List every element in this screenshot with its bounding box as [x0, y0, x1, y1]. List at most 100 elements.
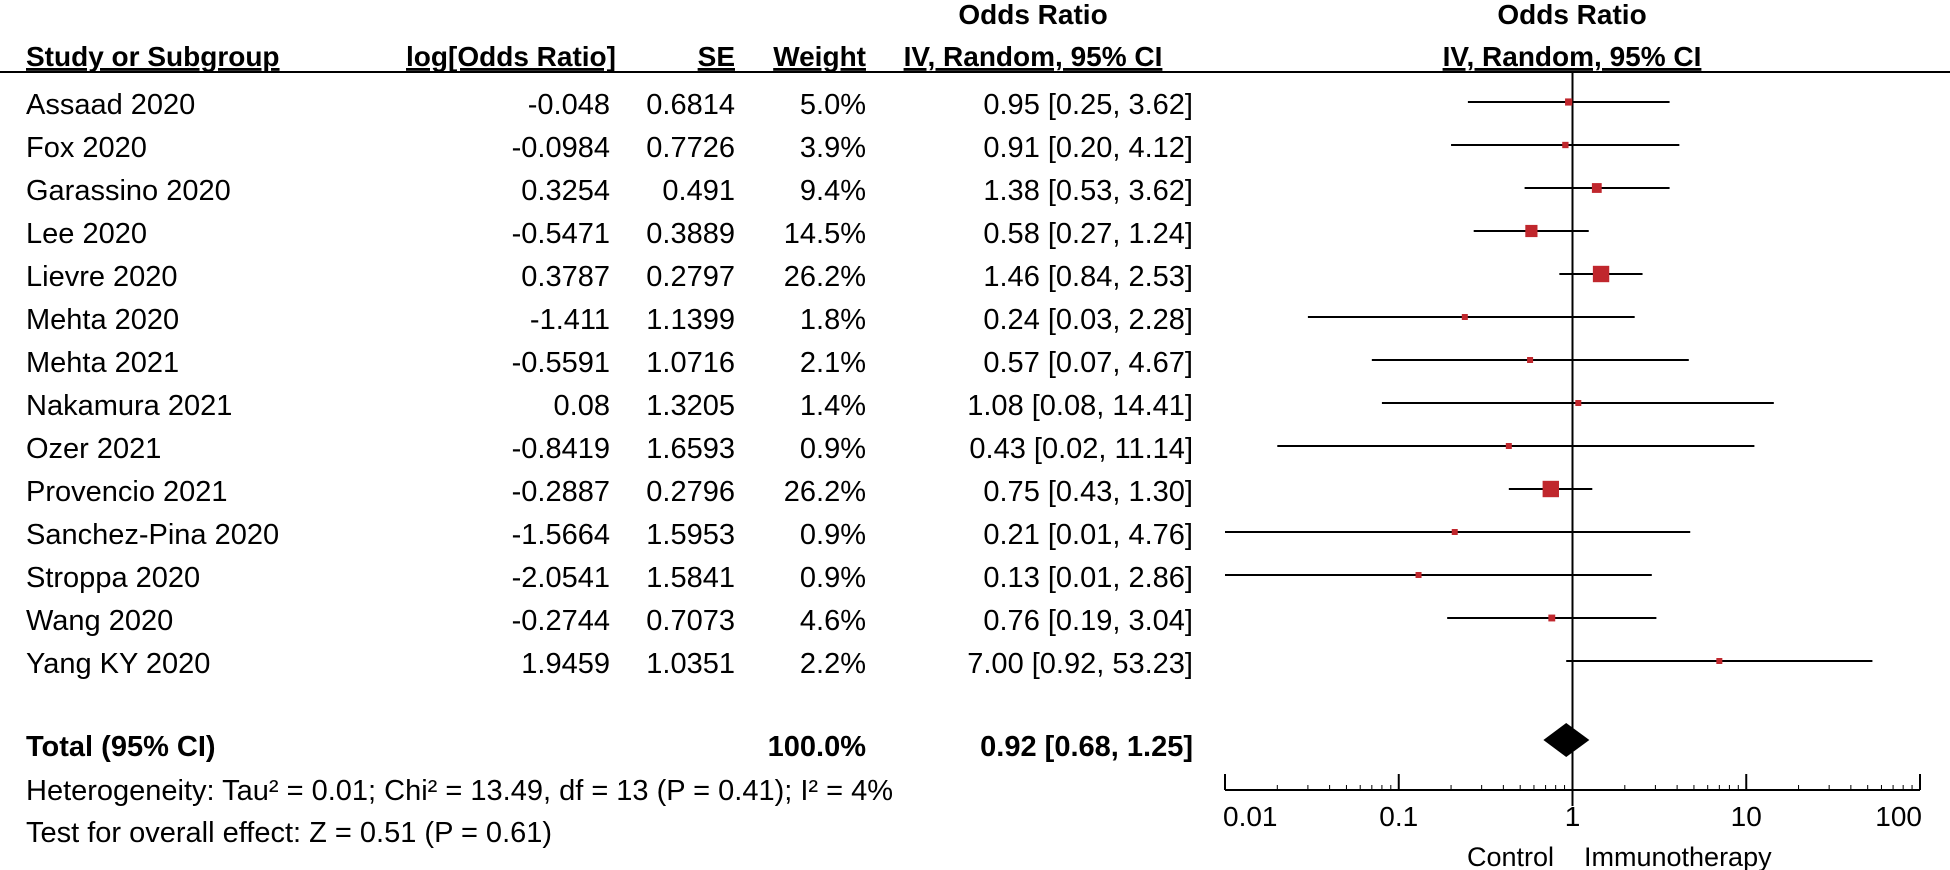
standard-error: 0.2797	[646, 261, 735, 293]
study-rows: Assaad 2020 -0.048 0.6814 5.0% 0.95 [0.25, 3…	[26, 89, 1193, 680]
table-row: Lee 2020 -0.5471 0.3889 14.5% 0.58 [0.27, 1.…	[26, 218, 1193, 250]
study-square	[1527, 357, 1534, 363]
log-odds-ratio: 0.3787	[521, 261, 610, 293]
study-name: Mehta 2020	[26, 304, 179, 336]
table-row: Yang KY 2020 1.9459 1.0351 2.2% 7.00 [0.92, …	[26, 648, 1193, 680]
log-odds-ratio: -0.2887	[512, 476, 610, 508]
header-log-odds-ratio: log[Odds Ratio]	[406, 41, 616, 72]
study-name: Provencio 2021	[26, 476, 228, 508]
standard-error: 1.0716	[646, 347, 735, 379]
table-row: Nakamura 2021 0.08 1.3205 1.4% 1.08 [0.08, 1…	[26, 390, 1193, 422]
standard-error: 1.3205	[646, 390, 735, 422]
log-odds-ratio: -1.411	[530, 304, 610, 336]
study-name: Assaad 2020	[26, 89, 195, 121]
study-name: Nakamura 2021	[26, 390, 232, 422]
table-row: Lievre 2020 0.3787 0.2797 26.2% 1.46 [0.84, …	[26, 261, 1193, 293]
study-name: Wang 2020	[26, 605, 173, 637]
table-row: Mehta 2020 -1.411 1.1399 1.8% 0.24 [0.03, 2.…	[26, 304, 1193, 336]
total-label: Total (95% CI)	[26, 731, 216, 763]
odds-ratio-ci: 1.08 [0.08, 14.41]	[967, 390, 1193, 422]
odds-ratio-ci: 7.00 [0.92, 53.23]	[967, 648, 1193, 680]
weight-value: 1.4%	[800, 390, 866, 422]
standard-error: 1.0351	[646, 648, 735, 680]
weight-value: 9.4%	[800, 175, 866, 207]
favours-control-label: Control	[1467, 842, 1554, 870]
odds-ratio-ci: 0.76 [0.19, 3.04]	[983, 605, 1193, 637]
standard-error: 0.3889	[646, 218, 735, 250]
log-odds-ratio: 0.3254	[521, 175, 610, 207]
study-square	[1591, 183, 1602, 193]
weight-value: 2.1%	[800, 347, 866, 379]
odds-ratio-ci: 0.24 [0.03, 2.28]	[983, 304, 1193, 336]
study-square	[1575, 400, 1582, 406]
study-square	[1525, 224, 1538, 238]
log-odds-ratio: -0.8419	[512, 433, 610, 465]
table-row: Stroppa 2020 -2.0541 1.5841 0.9% 0.13 [0.01,…	[26, 562, 1193, 594]
weight-value: 14.5%	[784, 218, 866, 250]
table-row: Fox 2020 -0.0984 0.7726 3.9% 0.91 [0.20, 4.1…	[26, 132, 1193, 164]
header-plot-ci: IV, Random, 95% CI	[1443, 41, 1702, 72]
weight-value: 26.2%	[784, 476, 866, 508]
weight-value: 0.9%	[800, 562, 866, 594]
table-row: Ozer 2021 -0.8419 1.6593 0.9% 0.43 [0.02, 11…	[26, 433, 1193, 465]
study-square	[1565, 98, 1573, 106]
header-odds-ratio-top: Odds Ratio	[958, 0, 1107, 30]
standard-error: 1.5841	[646, 562, 735, 594]
study-square	[1451, 529, 1458, 535]
weight-value: 0.9%	[800, 519, 866, 551]
heterogeneity-text: Heterogeneity: Tau² = 0.01; Chi² = 13.49…	[26, 775, 893, 807]
study-square	[1562, 141, 1569, 149]
study-name: Lievre 2020	[26, 261, 178, 293]
overall-effect-text: Test for overall effect: Z = 0.51 (P = 0…	[26, 817, 552, 849]
favours-immunotherapy-label: Immunotherapy	[1584, 842, 1772, 870]
odds-ratio-ci: 1.46 [0.84, 2.53]	[983, 261, 1193, 293]
weight-value: 5.0%	[800, 89, 866, 121]
odds-ratio-ci: 0.75 [0.43, 1.30]	[983, 476, 1193, 508]
log-odds-ratio: 1.9459	[521, 648, 610, 680]
total-ci: 0.92 [0.68, 1.25]	[980, 731, 1193, 763]
weight-value: 0.9%	[800, 433, 866, 465]
odds-ratio-ci: 0.57 [0.07, 4.67]	[983, 347, 1193, 379]
header-odds-ratio-ci: IV, Random, 95% CI	[904, 41, 1163, 72]
odds-ratio-ci: 0.21 [0.01, 4.76]	[983, 519, 1193, 551]
odds-ratio-ci: 0.91 [0.20, 4.12]	[983, 132, 1193, 164]
table-row: Provencio 2021 -0.2887 0.2796 26.2% 0.75 [0.…	[26, 476, 1193, 508]
study-square	[1461, 314, 1468, 320]
log-odds-ratio: -0.048	[528, 89, 610, 121]
standard-error: 0.7073	[646, 605, 735, 637]
standard-error: 0.7726	[646, 132, 735, 164]
weight-value: 3.9%	[800, 132, 866, 164]
table-row: Assaad 2020 -0.048 0.6814 5.0% 0.95 [0.25, 3…	[26, 89, 1193, 121]
log-odds-ratio: -2.0541	[512, 562, 610, 594]
weight-value: 2.2%	[800, 648, 866, 680]
standard-error: 0.6814	[646, 89, 735, 121]
weight-value: 1.8%	[800, 304, 866, 336]
log-odds-ratio: -0.5591	[512, 347, 610, 379]
plot-area: 0.01 0.1 1 10 100	[1223, 72, 1922, 832]
odds-ratio-ci: 1.38 [0.53, 3.62]	[983, 175, 1193, 207]
table-row: Garassino 2020 0.3254 0.491 9.4% 1.38 [0.53,…	[26, 175, 1193, 207]
study-square	[1542, 480, 1559, 498]
log-odds-ratio: 0.08	[554, 390, 610, 422]
study-name: Fox 2020	[26, 132, 147, 164]
log-odds-ratio: -1.5664	[512, 519, 610, 551]
study-square	[1716, 658, 1723, 664]
odds-ratio-ci: 0.95 [0.25, 3.62]	[983, 89, 1193, 121]
study-name: Yang KY 2020	[26, 648, 210, 680]
log-odds-ratio: -0.0984	[512, 132, 610, 164]
study-square	[1505, 443, 1512, 449]
total-weight: 100.0%	[768, 731, 867, 763]
pooled-diamond	[1543, 723, 1590, 757]
odds-ratio-ci: 0.43 [0.02, 11.14]	[969, 433, 1193, 465]
x-tick-label: 1	[1565, 801, 1581, 832]
header-plot-odds-ratio-top: Odds Ratio	[1497, 0, 1646, 30]
standard-error: 1.5953	[646, 519, 735, 551]
standard-error: 1.1399	[646, 304, 735, 336]
study-name: Stroppa 2020	[26, 562, 200, 594]
study-name: Mehta 2021	[26, 347, 179, 379]
table-row: Sanchez-Pina 2020 -1.5664 1.5953 0.9% 0.21 […	[26, 519, 1193, 551]
standard-error: 1.6593	[646, 433, 735, 465]
weight-value: 4.6%	[800, 605, 866, 637]
study-square	[1415, 572, 1422, 578]
